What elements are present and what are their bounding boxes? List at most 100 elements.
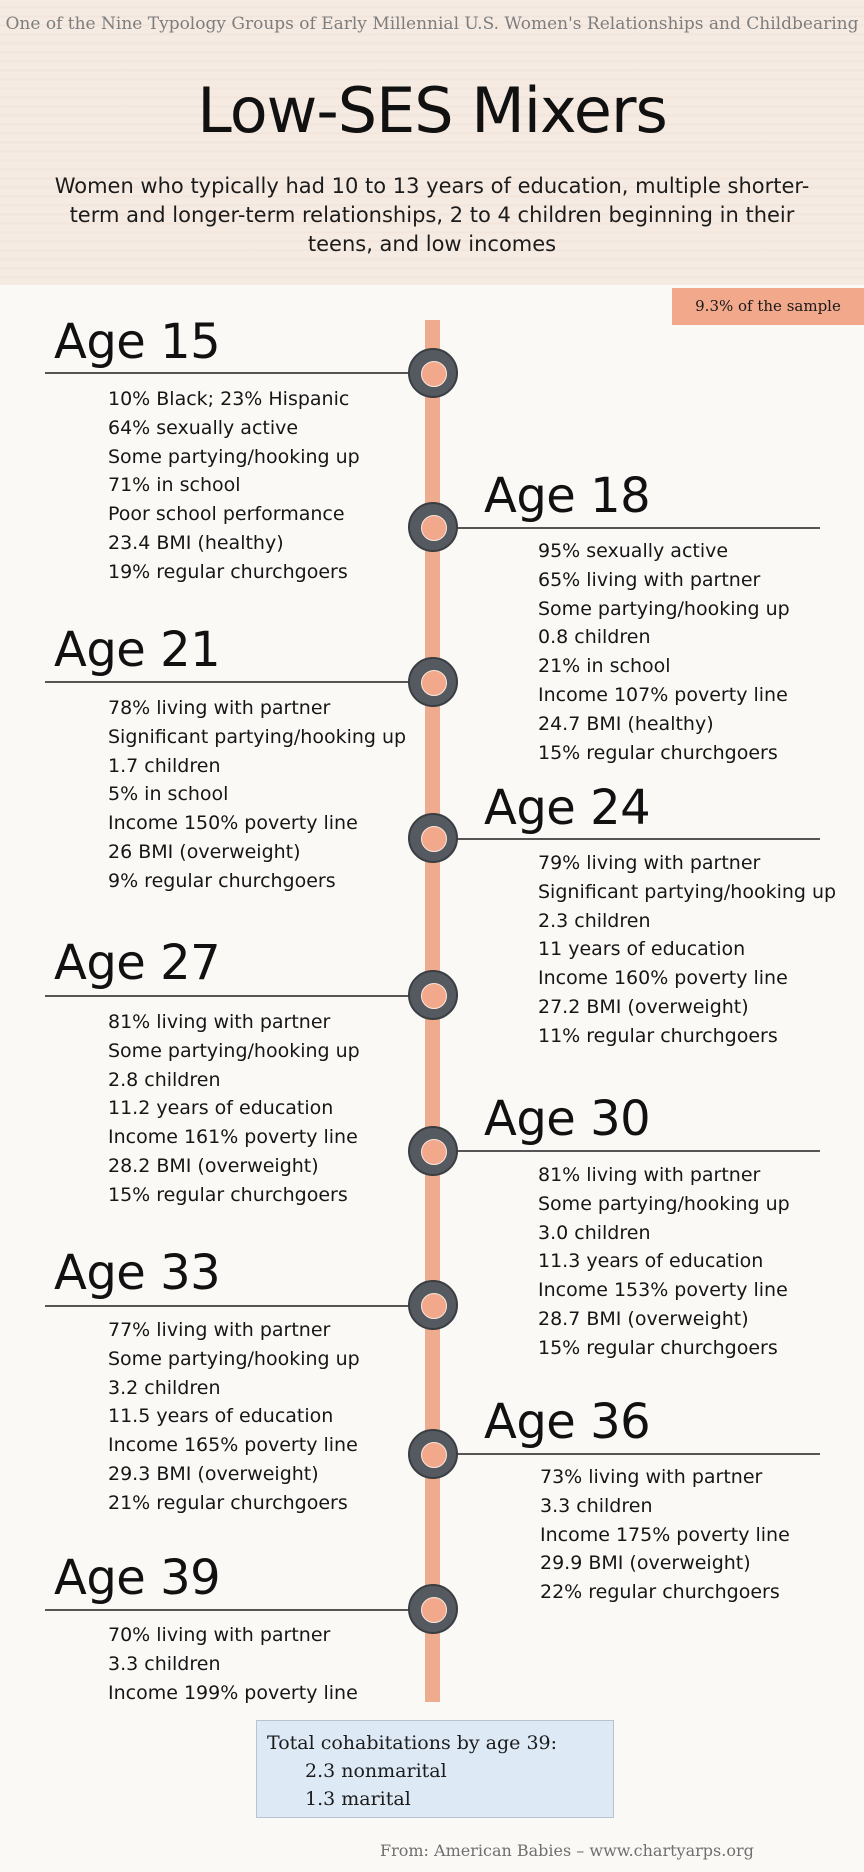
fact-item: 29.3 BMI (overweight) <box>108 1462 319 1485</box>
stage-connector <box>432 1453 820 1455</box>
fact-item: 15% regular churchgoers <box>538 1336 778 1359</box>
fact-item: 81% living with partner <box>108 1011 331 1033</box>
fact-item: 19% regular churchgoers <box>108 560 348 583</box>
source-credit: From: American Babies – www.chartyarps.o… <box>380 1841 754 1860</box>
group-description: Women who typically had 10 to 13 years o… <box>54 174 810 256</box>
fact-item: 21% regular churchgoers <box>108 1491 348 1514</box>
fact-item: Income 175% poverty line <box>540 1523 790 1546</box>
fact-item: Income 199% poverty line <box>108 1681 358 1704</box>
timeline-node <box>408 1126 458 1176</box>
fact-item: Income 107% poverty line <box>538 683 788 706</box>
fact-item: 78% living with partner <box>108 697 331 719</box>
fact-item: Some partying/hooking up <box>108 1039 360 1062</box>
stage-connector <box>45 1305 430 1307</box>
fact-item: 11.5 years of education <box>108 1405 334 1428</box>
stage-label-age-18: Age 18 <box>484 468 651 524</box>
stage-label-age-30: Age 30 <box>484 1091 651 1147</box>
totals-marital: 1.3 marital <box>305 1788 411 1810</box>
fact-item: 0.8 children <box>538 626 651 649</box>
timeline-node <box>408 1584 458 1634</box>
fact-item: 3.0 children <box>538 1221 651 1244</box>
stage-label-age-33: Age 33 <box>54 1245 221 1301</box>
fact-item: 71% in school <box>108 474 241 497</box>
fact-item: 15% regular churchgoers <box>108 1183 348 1206</box>
fact-item: 24.7 BMI (healthy) <box>538 712 714 735</box>
fact-item: 28.2 BMI (overweight) <box>108 1154 319 1177</box>
fact-item: Some partying/hooking up <box>538 597 790 620</box>
fact-item: 2.8 children <box>108 1068 221 1091</box>
fact-item: Some partying/hooking up <box>538 1192 790 1215</box>
fact-item: 11 years of education <box>538 938 746 961</box>
fact-item: 64% sexually active <box>108 416 299 439</box>
stage-connector <box>432 527 820 529</box>
group-caption: One of the Nine Typology Groups of Early… <box>5 14 859 34</box>
header-banner <box>0 0 864 285</box>
sample-share-badge: 9.3% of the sample <box>672 288 864 325</box>
stage-connector <box>45 372 430 374</box>
fact-item: 73% living with partner <box>540 1466 763 1488</box>
timeline-node <box>408 502 458 552</box>
stage-facts-age-18: 95% sexually active 65% living with part… <box>538 537 790 767</box>
fact-item: 77% living with partner <box>108 1319 331 1341</box>
fact-item: 15% regular churchgoers <box>538 741 778 764</box>
fact-item: 10% Black; 23% Hispanic <box>108 388 350 410</box>
stage-facts-age-39: 70% living with partner 3.3 children Inc… <box>108 1621 358 1707</box>
fact-item: 9% regular churchgoers <box>108 869 336 892</box>
stage-connector <box>45 1609 430 1611</box>
stage-label-age-36: Age 36 <box>484 1394 651 1450</box>
stage-facts-age-27: 81% living with partner Some partying/ho… <box>108 1008 360 1210</box>
stage-facts-age-21: 78% living with partner Significant part… <box>108 694 406 896</box>
stage-connector <box>432 1150 820 1152</box>
fact-item: 79% living with partner <box>538 852 761 874</box>
fact-item: 23.4 BMI (healthy) <box>108 531 284 554</box>
fact-item: 11.3 years of education <box>538 1250 764 1273</box>
stage-connector <box>432 838 820 840</box>
fact-item: Some partying/hooking up <box>108 1347 360 1370</box>
timeline-node <box>408 348 458 398</box>
timeline-node <box>408 1280 458 1330</box>
timeline-node <box>408 970 458 1020</box>
fact-item: Significant partying/hooking up <box>538 880 837 903</box>
stage-label-age-15: Age 15 <box>54 314 221 370</box>
stage-label-age-27: Age 27 <box>54 935 221 991</box>
cohabitation-totals-box: Total cohabitations by age 39: 2.3 nonma… <box>256 1720 614 1818</box>
fact-item: 3.3 children <box>540 1494 653 1517</box>
fact-item: 3.2 children <box>108 1376 221 1399</box>
stage-label-age-39: Age 39 <box>54 1550 221 1606</box>
stage-facts-age-33: 77% living with partner Some partying/ho… <box>108 1316 360 1518</box>
timeline-node <box>408 813 458 863</box>
totals-heading: Total cohabitations by age 39: <box>267 1732 558 1754</box>
fact-item: 11.2 years of education <box>108 1097 334 1120</box>
fact-item: 70% living with partner <box>108 1624 331 1646</box>
stage-facts-age-36: 73% living with partner 3.3 children Inc… <box>540 1463 790 1607</box>
fact-item: 28.7 BMI (overweight) <box>538 1307 749 1330</box>
fact-item: Income 160% poverty line <box>538 967 788 990</box>
fact-item: Significant partying/hooking up <box>108 725 407 748</box>
fact-item: 26 BMI (overweight) <box>108 840 301 863</box>
fact-item: 11% regular churchgoers <box>538 1024 778 1047</box>
stage-facts-age-15: 10% Black; 23% Hispanic 64% sexually act… <box>108 385 360 587</box>
fact-item: Income 150% poverty line <box>108 812 358 835</box>
page-title: Low-SES Mixers <box>197 74 668 147</box>
fact-item: 22% regular churchgoers <box>540 1581 780 1604</box>
fact-item: 81% living with partner <box>538 1164 761 1186</box>
fact-item: 2.3 children <box>538 909 651 932</box>
stage-connector <box>45 681 430 683</box>
fact-item: 21% in school <box>538 655 671 678</box>
fact-item: 5% in school <box>108 783 229 806</box>
fact-item: Income 165% poverty line <box>108 1434 358 1457</box>
timeline-node <box>408 1429 458 1479</box>
fact-item: Income 153% poverty line <box>538 1279 788 1302</box>
fact-item: 1.7 children <box>108 754 221 777</box>
fact-item: 65% living with partner <box>538 568 761 591</box>
stage-facts-age-30: 81% living with partner Some partying/ho… <box>538 1161 790 1363</box>
fact-item: Income 161% poverty line <box>108 1126 358 1149</box>
fact-item: 3.3 children <box>108 1652 221 1675</box>
totals-nonmarital: 2.3 nonmarital <box>305 1760 447 1782</box>
stage-label-age-24: Age 24 <box>484 780 651 836</box>
stage-connector <box>45 995 430 997</box>
fact-item: 95% sexually active <box>538 540 729 562</box>
stage-facts-age-24: 79% living with partner Significant part… <box>538 849 836 1051</box>
fact-item: 27.2 BMI (overweight) <box>538 995 749 1018</box>
stage-label-age-21: Age 21 <box>54 622 221 678</box>
